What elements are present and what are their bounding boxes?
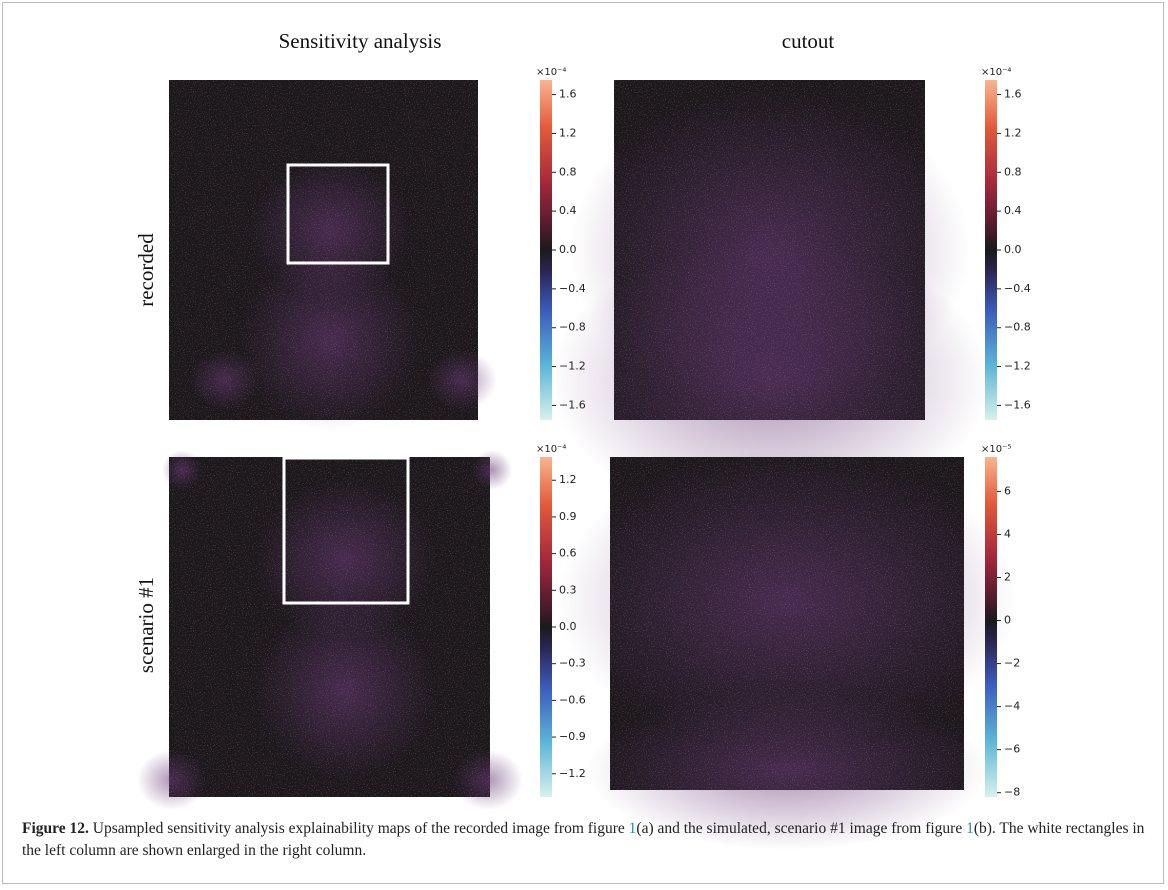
colorbar-tick-label: −6 xyxy=(1004,743,1020,756)
row-label: recorded xyxy=(134,233,158,307)
colorbar-scale: ×10⁻⁵ xyxy=(981,444,1011,455)
figure-link[interactable]: 1 xyxy=(966,820,974,837)
heatmap-noise xyxy=(169,457,490,797)
colorbar-tick-label: 4 xyxy=(1004,527,1011,540)
colorbar-tick-label: 0.8 xyxy=(559,165,577,178)
colorbar xyxy=(985,457,997,797)
colorbar-tick-label: −1.6 xyxy=(1004,398,1031,411)
colorbar-tick-label: 0.8 xyxy=(1004,165,1022,178)
colorbar-tick-label: 1.2 xyxy=(559,473,577,486)
colorbar-tick-label: −1.2 xyxy=(1004,360,1031,373)
heatmap-noise xyxy=(610,457,964,790)
colorbar-tick-label: 2 xyxy=(1004,571,1011,584)
colorbar-tick-label: −4 xyxy=(1004,700,1020,713)
heatmap-noise xyxy=(614,80,925,420)
figure-link[interactable]: 1 xyxy=(628,820,637,837)
row-label: scenario #1 xyxy=(134,577,158,673)
colorbar-tick-label: 0.4 xyxy=(1004,204,1022,217)
colorbar-tick-label: −0.6 xyxy=(559,693,586,706)
zoom-rectangle xyxy=(286,163,390,265)
colorbar xyxy=(540,80,552,420)
colorbar-tick-label: 0 xyxy=(1004,614,1011,627)
colorbar xyxy=(985,80,997,420)
colorbar-tick-label: −1.2 xyxy=(559,767,586,780)
heatmap-noise xyxy=(169,80,478,420)
colorbar-scale: ×10⁻⁴ xyxy=(981,67,1011,78)
column-title: Sensitivity analysis xyxy=(279,29,442,53)
caption: Figure 12. Upsampled sensitivity analysi… xyxy=(22,818,1147,862)
colorbar-scale: ×10⁻⁴ xyxy=(536,67,566,78)
colorbar-tick-label: 6 xyxy=(1004,484,1011,497)
colorbar-tick-label: −0.8 xyxy=(1004,321,1031,334)
colorbar-tick-label: −0.9 xyxy=(559,730,586,743)
colorbar-tick-label: 0.4 xyxy=(559,204,577,217)
colorbar-tick-label: −2 xyxy=(1004,657,1020,670)
colorbar-tick-label: 0.0 xyxy=(1004,243,1022,256)
colorbar-tick-label: 1.2 xyxy=(559,126,577,139)
caption-text: Upsampled sensitivity analysis explainab… xyxy=(92,820,629,837)
colorbar-tick-label: 0.9 xyxy=(559,510,577,523)
zoom-rectangle xyxy=(282,456,410,605)
colorbar-scale: ×10⁻⁴ xyxy=(536,444,566,455)
colorbar-tick-label: 1.6 xyxy=(559,88,577,101)
colorbar-tick-label: −8 xyxy=(1004,786,1020,799)
caption-label: Figure 12. xyxy=(22,820,89,837)
column-title: cutout xyxy=(782,29,835,53)
colorbar-tick-label: −0.4 xyxy=(1004,282,1031,295)
caption-text: (a) and the simulated, scenario #1 image… xyxy=(636,820,967,837)
colorbar xyxy=(540,457,552,797)
colorbar-tick-label: 1.2 xyxy=(1004,126,1022,139)
caption-text: (b). The white rectangles in the left co… xyxy=(22,820,1145,859)
colorbar-tick-label: 1.6 xyxy=(1004,88,1022,101)
